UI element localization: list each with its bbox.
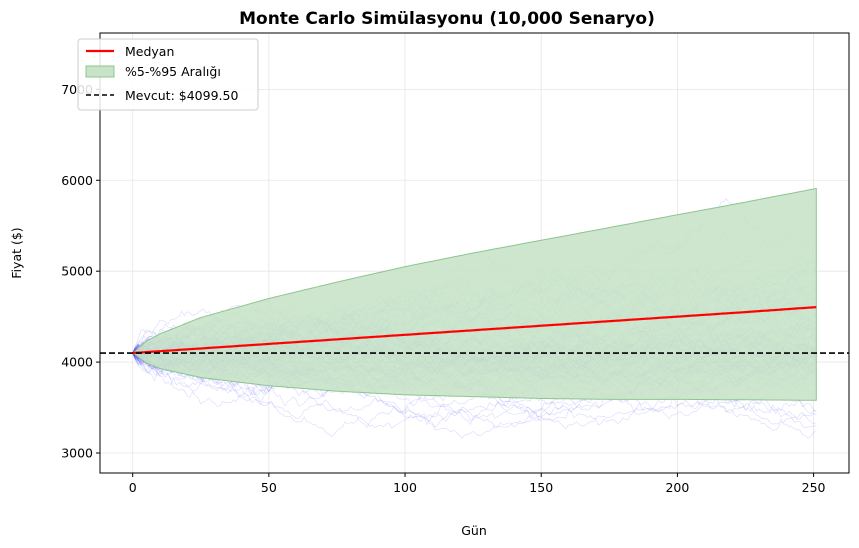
y-axis-label: Fiyat ($) xyxy=(9,227,24,278)
legend: Medyan %5-%95 Aralığı Mevcut: $4099.50 xyxy=(77,38,259,111)
y-tick-label: 3000 xyxy=(61,446,93,461)
plot-frame xyxy=(99,32,850,474)
percentile-band xyxy=(131,187,817,401)
x-tick-label: 0 xyxy=(129,480,137,495)
x-axis-label: Gün xyxy=(461,523,487,538)
legend-current-label: Mevcut: $4099.50 xyxy=(125,88,238,103)
median-series xyxy=(132,306,817,355)
legend-median-label: Medyan xyxy=(125,44,174,59)
chart-title: Monte Carlo Simülasyonu (10,000 Senaryo) xyxy=(239,9,655,29)
median-line xyxy=(132,306,817,355)
x-tick-label: 150 xyxy=(529,480,553,495)
x-axis-ticks: 0 50 100 150 200 250 xyxy=(129,473,826,495)
y-tick-label: 5000 xyxy=(61,264,93,279)
y-tick-label: 6000 xyxy=(61,173,93,188)
y-tick-label: 4000 xyxy=(61,355,93,370)
x-tick-label: 250 xyxy=(802,480,826,495)
x-tick-label: 100 xyxy=(393,480,417,495)
x-tick-label: 50 xyxy=(261,480,277,495)
percentile-band-area xyxy=(131,187,817,401)
legend-band-label: %5-%95 Aralığı xyxy=(125,64,221,79)
legend-band-swatch xyxy=(85,65,115,78)
legend-box xyxy=(77,38,259,111)
x-tick-label: 200 xyxy=(665,480,689,495)
